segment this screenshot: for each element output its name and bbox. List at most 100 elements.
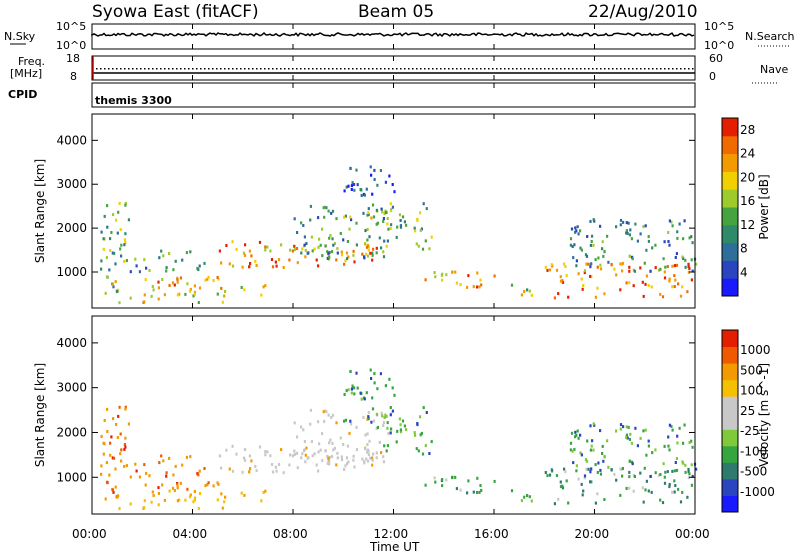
power-cell <box>684 265 687 269</box>
velocity-cell <box>369 368 372 372</box>
nave-point <box>600 68 602 70</box>
velocity-cell <box>666 470 669 474</box>
power-cell <box>330 211 333 215</box>
velocity-cell <box>671 490 674 494</box>
velocity-cell <box>264 489 267 493</box>
velocity-cell <box>323 419 326 423</box>
power-cell <box>319 243 322 247</box>
power-cell <box>371 251 374 255</box>
velocity-cell <box>220 466 223 470</box>
nave-label: Nave <box>760 63 788 76</box>
power-cell <box>143 300 146 304</box>
velocity-cell <box>364 433 367 437</box>
power-cell <box>690 235 693 239</box>
nave-point <box>508 68 510 70</box>
power-cell <box>310 235 313 239</box>
velocity-cell <box>269 454 272 458</box>
power-cell <box>135 264 138 268</box>
power-cell <box>264 248 267 252</box>
velocity-cell <box>363 397 366 401</box>
power-cell <box>594 295 597 299</box>
velocity-cell <box>255 469 258 473</box>
power-cell <box>305 242 308 245</box>
power-cell <box>673 264 676 268</box>
velocity-cell <box>135 469 138 473</box>
power-cell <box>345 251 349 255</box>
power-cell <box>405 223 408 227</box>
velocity-cell <box>361 457 364 461</box>
velocity-cell <box>119 432 122 436</box>
power-cell <box>594 258 597 262</box>
power-y-ticks: 1000 2000 3000 4000 <box>56 133 695 279</box>
power-cell <box>300 251 303 255</box>
velocity-cell <box>615 478 618 482</box>
power-cell <box>590 275 593 279</box>
nave-point <box>308 68 310 70</box>
nave-point <box>628 68 630 70</box>
power-cell <box>193 284 196 288</box>
velocity-cell <box>493 479 496 483</box>
power-cell <box>690 278 693 282</box>
velocity-cell <box>673 469 676 473</box>
velocity-cell <box>592 448 595 452</box>
velocity-cell <box>323 409 327 413</box>
velocity-cell <box>179 481 182 485</box>
nave-tick-top: 60 <box>709 52 723 65</box>
freq-tick-top: 18 <box>66 52 80 65</box>
velocity-cell <box>575 433 578 437</box>
nave-point <box>280 68 282 70</box>
velocity-cell <box>372 419 376 423</box>
velocity-cell <box>102 452 105 456</box>
power-cell <box>328 255 331 259</box>
velocity-cell <box>345 456 349 460</box>
velocity-cell <box>553 502 556 506</box>
nave-point <box>256 68 258 70</box>
power-cell <box>112 213 115 217</box>
power-colorbar-label: Power [dB] <box>757 174 771 239</box>
power-cell <box>329 234 332 237</box>
velocity-cell <box>120 459 123 463</box>
nave-point <box>512 68 514 70</box>
power-cell <box>441 272 444 276</box>
power-cell <box>622 220 625 224</box>
nave-point <box>312 68 314 70</box>
velocity-cell <box>161 483 164 487</box>
velocity-cell <box>441 484 444 488</box>
power-cell <box>330 250 334 254</box>
velocity-cell <box>389 413 392 417</box>
power-cell <box>628 281 631 285</box>
power-cell <box>659 292 662 296</box>
velocity-cell <box>366 459 370 463</box>
power-cell <box>343 189 346 193</box>
power-cell <box>621 269 624 273</box>
nave-point <box>424 68 426 70</box>
nave-point <box>148 68 150 70</box>
power-cell <box>324 244 327 248</box>
nave-point <box>616 68 618 70</box>
velocity-cell <box>235 452 238 456</box>
power-cell <box>584 253 588 257</box>
velocity-cell <box>368 439 371 443</box>
power-cell <box>255 264 258 267</box>
nave-point <box>172 68 174 70</box>
power-cell <box>216 276 219 279</box>
velocity-cell <box>321 459 324 463</box>
power-cell <box>366 254 370 258</box>
velocity-cell <box>577 477 580 481</box>
nave-point <box>608 68 610 70</box>
velocity-cell <box>123 464 126 468</box>
power-heatmap-cells <box>100 165 698 305</box>
power-cell <box>344 214 347 218</box>
velocity-cell <box>421 452 425 456</box>
velocity-cell <box>295 451 299 455</box>
velocity-cell <box>574 430 577 434</box>
power-cell <box>399 224 402 228</box>
velocity-cell <box>662 462 665 466</box>
power-cell <box>359 188 362 191</box>
velocity-cell <box>220 492 223 496</box>
nave-point <box>596 68 598 70</box>
power-cell <box>424 278 427 282</box>
velocity-cell <box>381 414 384 418</box>
power-cell <box>687 270 690 274</box>
power-cell <box>625 231 628 235</box>
